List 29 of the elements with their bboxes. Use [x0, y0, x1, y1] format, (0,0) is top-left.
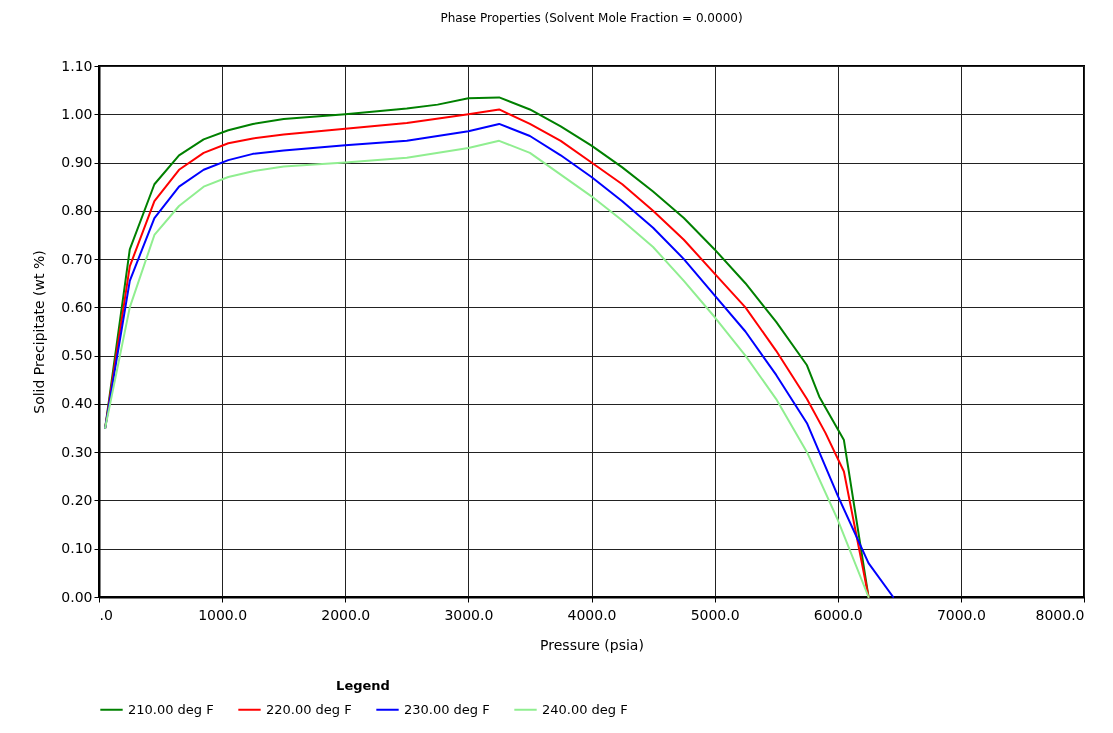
- y-tick-label: 0.90: [61, 154, 93, 171]
- y-tick-label: 0.10: [61, 540, 93, 557]
- legend-label: 220.00 deg F: [266, 701, 352, 717]
- x-tick-label: 7000.0: [936, 606, 986, 623]
- legend-label: 230.00 deg F: [404, 701, 490, 717]
- y-tick-label: 0.70: [61, 250, 93, 267]
- y-tick-label: 1.10: [61, 57, 93, 74]
- y-tick-label: 0.60: [61, 298, 93, 315]
- x-tick-label: 3000.0: [444, 606, 494, 623]
- legend-label: 240.00 deg F: [542, 701, 628, 717]
- y-tick-label: 0.20: [61, 491, 93, 508]
- x-tick-label: 2000.0: [321, 606, 371, 623]
- chart-title: Phase Properties (Solvent Mole Fraction = 0.0000): [440, 11, 743, 25]
- y-tick-label: 0.40: [61, 395, 93, 412]
- y-tick-label: 0.30: [61, 443, 93, 460]
- y-axis-title: Solid Precipitate (wt %): [31, 250, 48, 414]
- x-tick-label: .0: [99, 606, 113, 623]
- x-tick-label: 1000.0: [198, 606, 248, 623]
- x-tick-label: 4000.0: [567, 606, 617, 623]
- legend-title: Legend: [336, 678, 390, 693]
- y-tick-label: 0.00: [61, 588, 93, 605]
- legend-label: 210.00 deg F: [128, 701, 214, 717]
- y-tick-label: 1.00: [61, 105, 93, 122]
- y-tick-label: 0.50: [61, 347, 93, 364]
- x-tick-label: 8000.0: [1035, 606, 1085, 623]
- x-tick-label: 6000.0: [813, 606, 863, 623]
- x-axis-title: Pressure (psia): [540, 636, 644, 653]
- y-tick-label: 0.80: [61, 202, 93, 219]
- x-tick-label: 5000.0: [690, 606, 740, 623]
